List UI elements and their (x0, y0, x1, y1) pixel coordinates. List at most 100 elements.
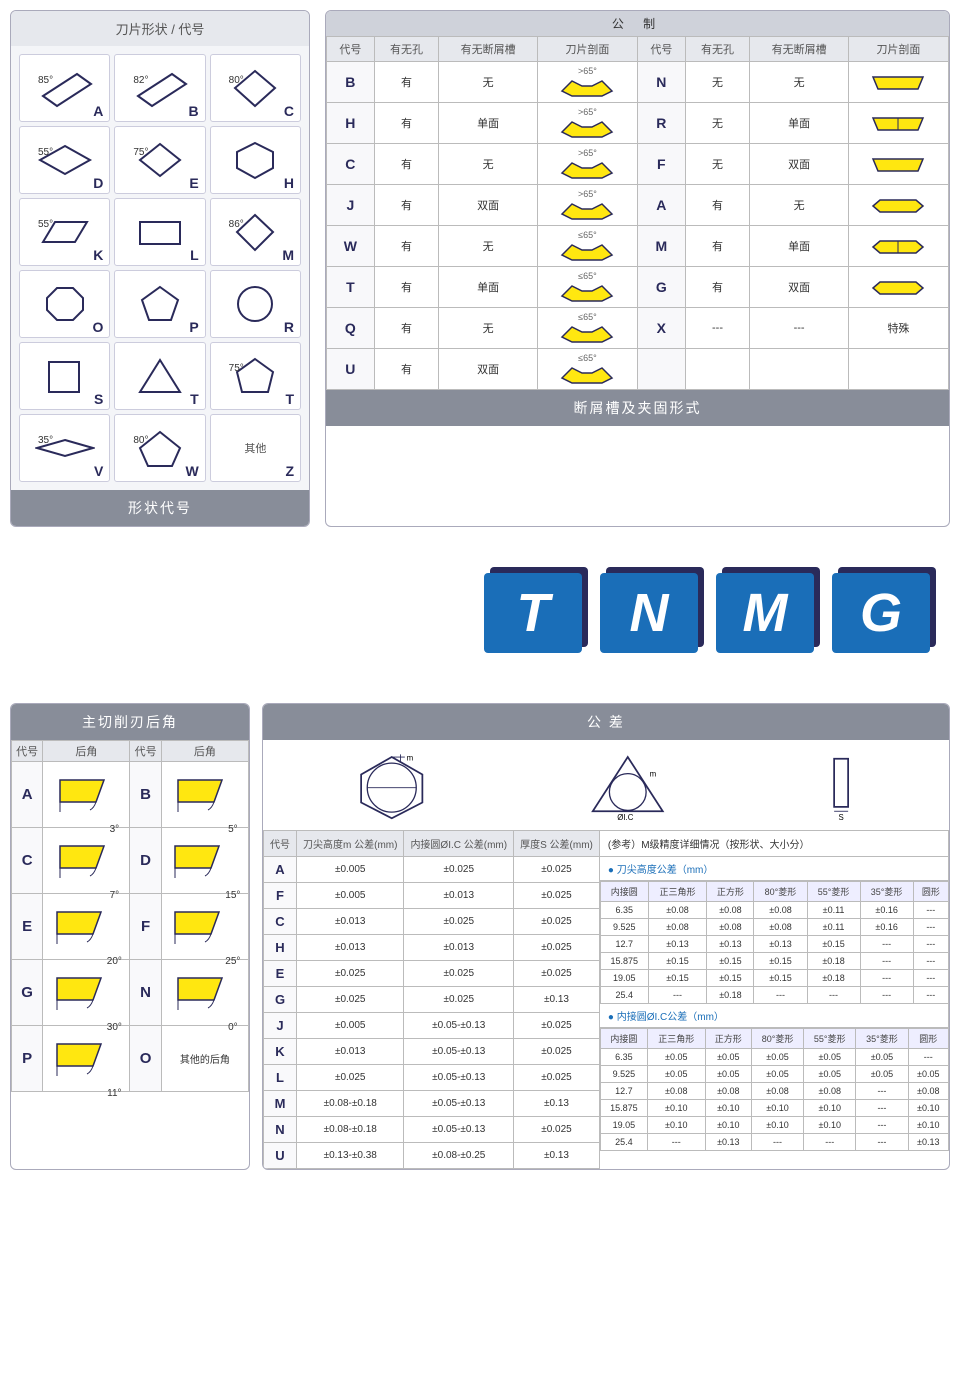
tol-col-header: 代号 (264, 831, 297, 857)
chip-panel-footer: 断屑槽及夹固形式 (326, 390, 949, 426)
relief-row: E20°F25° (12, 894, 249, 960)
detail-row: 19.05±0.10±0.10±0.10±0.10---±0.10 (600, 1117, 948, 1134)
shape-cell-s: S (19, 342, 110, 410)
chip-panel: 公 制 代号有无孔有无断屑槽刀片剖面代号有无孔有无断屑槽刀片剖面B有无>65°N… (325, 10, 950, 527)
chip-col-header: 代号 (327, 37, 375, 62)
detail-col-header: 圆形 (908, 1029, 948, 1049)
tolerance-right: (参考）M级精度详细情况（按形状、大小分） ● 刀尖高度公差（mm） 内接圆正三… (600, 830, 949, 1169)
shape-cell-c: 80°C (210, 54, 301, 122)
relief-col-header: 代号 (12, 741, 43, 762)
tol-row: N±0.08-±0.18±0.05-±0.13±0.025 (264, 1117, 600, 1143)
shape-code: H (284, 175, 294, 191)
shape-code: L (190, 247, 199, 263)
detail-col-header: 正方形 (707, 882, 754, 902)
shape-cell-r: R (210, 270, 301, 338)
tnmg-block-n: N (600, 573, 698, 653)
shape-cell-l: L (114, 198, 205, 266)
detail-row: 9.525±0.08±0.08±0.08±0.11±0.16--- (600, 919, 948, 936)
relief-table: 代号后角代号后角A3°B5°C7°D15°E20°F25°G30°N0°P11°… (11, 740, 249, 1092)
tol-col-header: 刀尖高度m 公差(mm) (297, 831, 404, 857)
tol-row: L±0.025±0.05-±0.13±0.025 (264, 1065, 600, 1091)
chip-row: H有单面>65°R无单面 (327, 103, 949, 144)
detail-col-header: 正三角形 (648, 882, 707, 902)
detail-col-header: 55°菱形 (804, 1029, 856, 1049)
tolerance-left-table: 代号刀尖高度m 公差(mm)内接圆ØI.C 公差(mm)厚度S 公差(mm)A±… (263, 830, 600, 1169)
sub2-header: ● 内接圆ØI.C公差（mm） (600, 1004, 949, 1028)
tol-row: U±0.13-±0.38±0.08-±0.25±0.13 (264, 1143, 600, 1169)
detail-col-header: 圆形 (913, 882, 948, 902)
chip-col-header: 有无断屑槽 (439, 37, 538, 62)
shape-cell-t: 75°T (210, 342, 301, 410)
ref-header: (参考）M级精度详细情况（按形状、大小分） (600, 830, 949, 857)
shape-code: E (189, 175, 198, 191)
shape-cell-h: H (210, 126, 301, 194)
shape-cell-t: T (114, 342, 205, 410)
tol-row: A±0.005±0.025±0.025 (264, 857, 600, 883)
relief-header: 主切削刃后角 (11, 704, 249, 740)
detail-row: 6.35±0.05±0.05±0.05±0.05±0.05--- (600, 1049, 948, 1066)
svg-text:m: m (650, 769, 657, 778)
relief-col-header: 后角 (161, 741, 248, 762)
chip-table: 代号有无孔有无断屑槽刀片剖面代号有无孔有无断屑槽刀片剖面B有无>65°N无无H有… (326, 36, 949, 390)
tolerance-header: 公 差 (263, 704, 949, 740)
shape-other-label: 其他 (244, 440, 266, 456)
relief-col-header: 代号 (130, 741, 161, 762)
chip-col-header: 刀片剖面 (537, 37, 637, 62)
detail-row: 9.525±0.05±0.05±0.05±0.05±0.05±0.05 (600, 1066, 948, 1083)
shape-cell-w: 80°W (114, 414, 205, 482)
detail-col-header: 35°菱形 (860, 882, 913, 902)
chip-row: J有双面>65°A有无 (327, 185, 949, 226)
tnmg-block-t: T (484, 573, 582, 653)
chip-row: T有单面≤65°G有双面 (327, 267, 949, 308)
detail-row: 25.4---±0.18------------ (600, 987, 948, 1004)
relief-row: C7°D15° (12, 828, 249, 894)
chip-col-header: 刀片剖面 (848, 37, 948, 62)
chip-col-header: 有无断屑槽 (750, 37, 849, 62)
shape-cell-v: 35°V (19, 414, 110, 482)
shape-cell-k: 55°K (19, 198, 110, 266)
shape-cell-z: 其他 Z (210, 414, 301, 482)
shape-code: Z (285, 463, 294, 479)
shape-code: T (190, 391, 199, 407)
tol-row: H±0.013±0.013±0.025 (264, 935, 600, 961)
detail-row: 12.7±0.08±0.08±0.08±0.08---±0.08 (600, 1083, 948, 1100)
shape-code: C (284, 103, 294, 119)
thickness-diagram-icon: S (821, 750, 865, 820)
chip-row: W有无≤65°M有单面 (327, 226, 949, 267)
chip-col-header: 有无孔 (685, 37, 750, 62)
shape-code: D (93, 175, 103, 191)
tol-row: J±0.005±0.05-±0.13±0.025 (264, 1013, 600, 1039)
shape-cell-b: 82°B (114, 54, 205, 122)
tolerance-panel: 公 差 m ØI.C m ØI.C S (262, 703, 950, 1170)
detail-row: 19.05±0.15±0.15±0.15±0.18------ (600, 970, 948, 987)
tnmg-block-m: M (716, 573, 814, 653)
chip-row: Q有无≤65°X------特殊 (327, 308, 949, 349)
relief-col-header: 后角 (43, 741, 130, 762)
shape-cell-d: 55°D (19, 126, 110, 194)
tnmg-row: TNMG (10, 567, 930, 653)
relief-row: P11°O其他的后角 (12, 1026, 249, 1092)
detail-row: 15.875±0.10±0.10±0.10±0.10---±0.10 (600, 1100, 948, 1117)
svg-text:S: S (838, 813, 843, 820)
tol-row: M±0.08-±0.18±0.05-±0.13±0.13 (264, 1091, 600, 1117)
shape-cell-p: P (114, 270, 205, 338)
shape-code: K (93, 247, 103, 263)
shape-panel: 刀片形状 / 代号 85°A82°B80°C55°D75°EH55°KL86°M… (10, 10, 310, 527)
shape-grid: 85°A82°B80°C55°D75°EH55°KL86°MOPRST75°T3… (11, 46, 309, 490)
shape-code: S (94, 391, 103, 407)
detail-col-header: 35°菱形 (856, 1029, 908, 1049)
chip-col-header: 有无孔 (374, 37, 439, 62)
shape-code: W (185, 463, 198, 479)
shape-code: O (92, 319, 103, 335)
relief-panel: 主切削刃后角 代号后角代号后角A3°B5°C7°D15°E20°F25°G30°… (10, 703, 250, 1170)
tol-col-header: 厚度S 公差(mm) (514, 831, 600, 857)
detail-row: 15.875±0.15±0.15±0.15±0.18------ (600, 953, 948, 970)
shape-code: B (189, 103, 199, 119)
relief-row: G30°N0° (12, 960, 249, 1026)
tol-row: F±0.005±0.013±0.025 (264, 883, 600, 909)
detail-row: 25.4---±0.13---------±0.13 (600, 1134, 948, 1151)
triangle-diagram-icon: m ØI.C (584, 750, 672, 820)
shape-cell-m: 86°M (210, 198, 301, 266)
shape-cell-a: 85°A (19, 54, 110, 122)
svg-text:m: m (406, 754, 413, 763)
